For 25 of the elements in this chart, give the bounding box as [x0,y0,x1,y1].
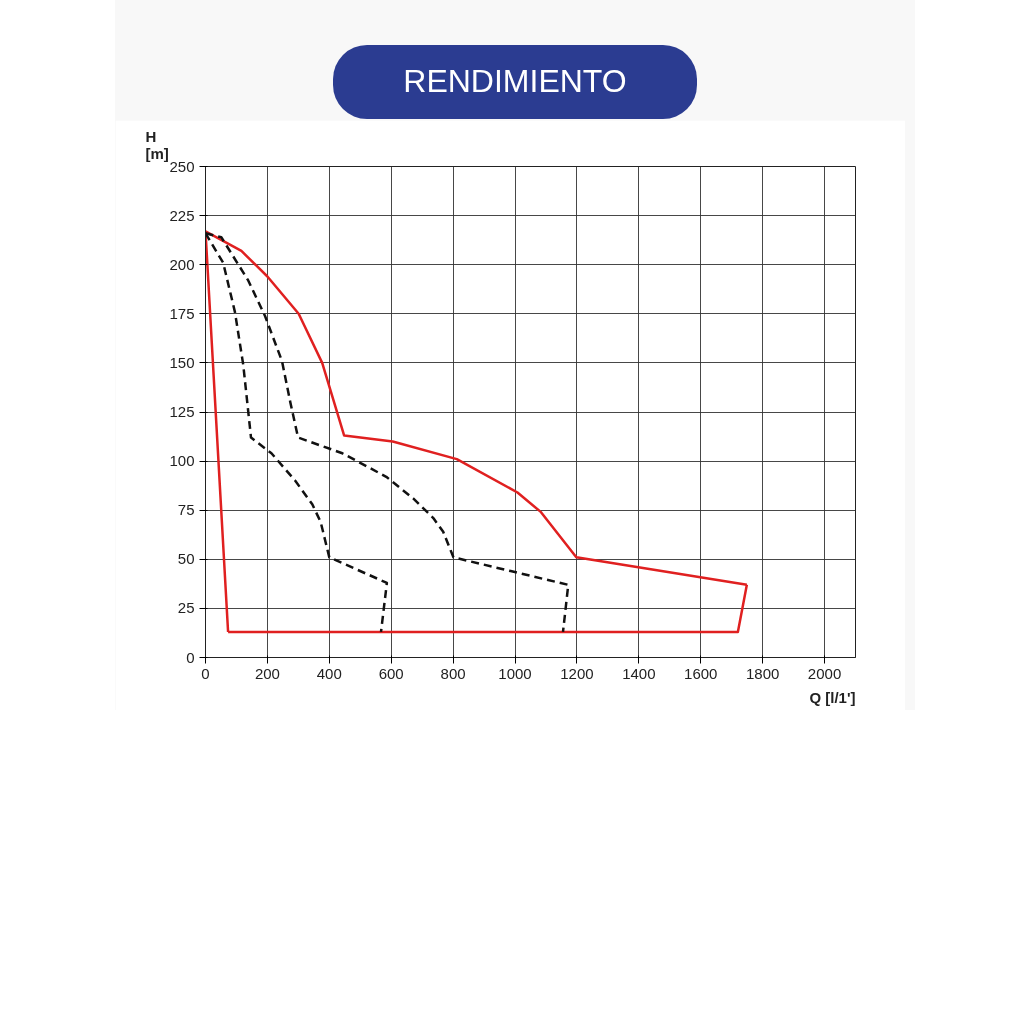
x-tick-label: 1000 [498,664,532,682]
x-tick-label: 1200 [560,664,594,682]
chart-title: RENDIMIENTO [333,45,697,119]
y-tick-label: 0 [186,648,195,666]
x-tick-label: 400 [316,664,342,682]
x-tick-label: 2000 [807,664,842,682]
x-tick-label: 1600 [684,664,718,682]
x-tick-label: 0 [201,664,210,682]
y-tick-label: 250 [169,157,195,175]
x-axis-title: Q [l/1'] [809,688,856,706]
y-tick-label: 225 [169,206,195,224]
x-tick-label: 600 [378,664,404,682]
y-tick-label: 25 [177,599,195,617]
y-tick-label: 100 [169,452,195,470]
y-tick-label: 200 [169,255,195,273]
x-tick-label: 1800 [745,664,780,682]
y-axis-title: H [m] [145,127,169,162]
y-tick-label: 125 [169,403,195,420]
x-tick-label: 800 [440,664,466,682]
x-tick-label: 1400 [622,664,656,682]
x-tick-label: 200 [254,664,280,682]
y-tick-label: 175 [169,304,195,322]
y-tick-label: 150 [169,353,195,371]
y-tick-label: 75 [177,501,195,519]
y-tick-label: 50 [177,550,195,568]
